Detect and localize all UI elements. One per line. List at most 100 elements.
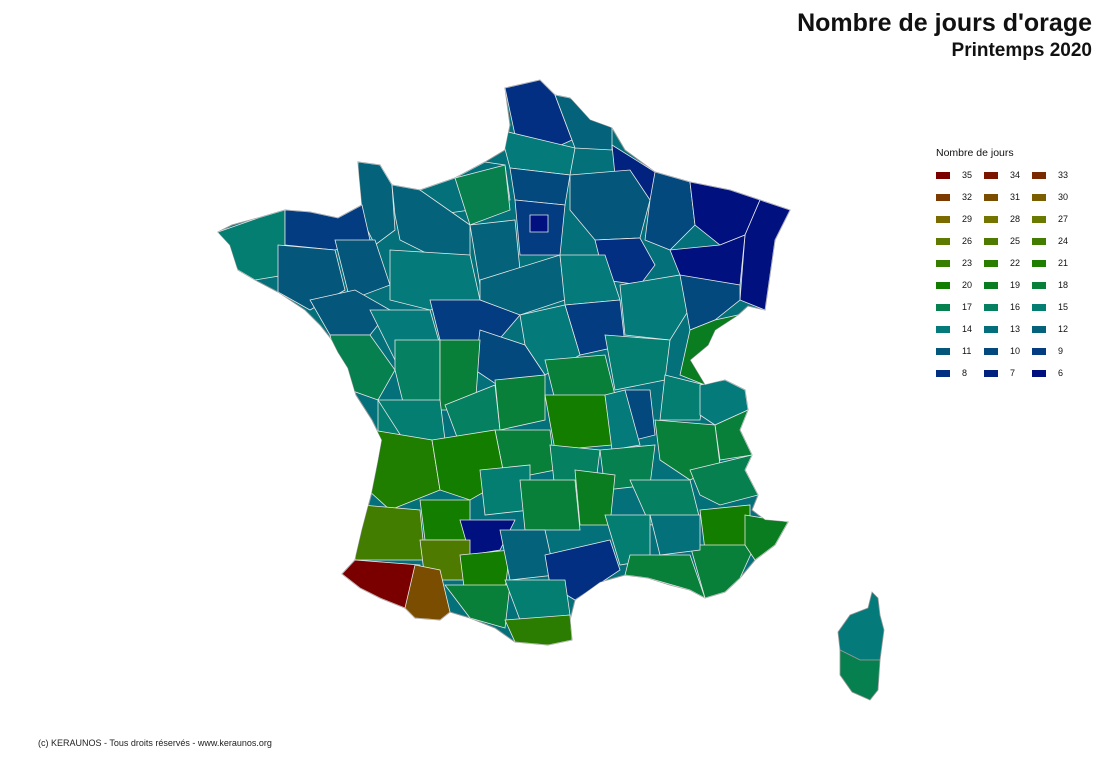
- legend-value: 35: [962, 170, 973, 180]
- legend-grid: 35 34 33 32 31 30 29 28 27 26 25 24 23 22 21 20 19 18 17 16…: [936, 167, 1080, 381]
- legend-swatch: [1032, 347, 1046, 355]
- legend-swatch: [1032, 281, 1046, 289]
- legend-value: 28: [1010, 214, 1021, 224]
- legend-swatch: [936, 237, 950, 245]
- legend-item: 10: [984, 343, 1032, 359]
- legend-item: 21: [1032, 255, 1080, 271]
- legend-swatch: [984, 325, 998, 333]
- legend-value: 23: [962, 258, 973, 268]
- legend-value: 33: [1058, 170, 1069, 180]
- legend-item: 18: [1032, 277, 1080, 293]
- region-finistere: [218, 209, 286, 281]
- legend-item: 30: [1032, 189, 1080, 205]
- legend-swatch: [984, 347, 998, 355]
- corsica-north: [837, 591, 885, 661]
- legend-swatch: [984, 303, 998, 311]
- legend-value: 14: [962, 324, 973, 334]
- legend-item: 28: [984, 211, 1032, 227]
- legend-value: 17: [962, 302, 973, 312]
- region-hautes-alpes: [689, 454, 759, 506]
- map-title-block: Nombre de jours d'orage Printemps 2020: [797, 8, 1092, 64]
- legend-value: 15: [1058, 302, 1069, 312]
- legend-value: 21: [1058, 258, 1069, 268]
- legend-value: 7: [1010, 368, 1016, 378]
- legend-value: 10: [1010, 346, 1021, 356]
- legend-value: 32: [962, 192, 973, 202]
- legend-swatch: [1032, 215, 1046, 223]
- legend-swatch: [984, 171, 998, 179]
- region-haute-saone: [679, 274, 741, 331]
- legend-value: 25: [1010, 236, 1021, 246]
- region-cote-or: [619, 274, 696, 341]
- legend-item: 8: [936, 365, 984, 381]
- region-savoie: [714, 409, 753, 461]
- legend-swatch: [936, 193, 950, 201]
- legend-swatch: [984, 215, 998, 223]
- legend-item: 24: [1032, 233, 1080, 249]
- legend-item: 11: [936, 343, 984, 359]
- legend-value: 11: [962, 346, 972, 356]
- region-landes: [354, 504, 426, 561]
- legend-item: 23: [936, 255, 984, 271]
- region-oise: [509, 167, 571, 206]
- legend-value: 6: [1058, 368, 1064, 378]
- legend-item: 32: [936, 189, 984, 205]
- region-ain: [659, 374, 706, 421]
- legend-swatch: [1032, 171, 1046, 179]
- legend-item: 34: [984, 167, 1032, 183]
- legend-item: 6: [1032, 365, 1080, 381]
- legend-value: 24: [1058, 236, 1069, 246]
- legend-value: 18: [1058, 280, 1069, 290]
- legend-item: 33: [1032, 167, 1080, 183]
- region-alpes-haute-provence: [699, 504, 751, 551]
- legend-value: 30: [1058, 192, 1069, 202]
- legend-item: 29: [936, 211, 984, 227]
- map-title: Nombre de jours d'orage: [797, 9, 1092, 37]
- legend-value: 8: [962, 368, 968, 378]
- legend-item: 17: [936, 299, 984, 315]
- legend-value: 27: [1058, 214, 1069, 224]
- legend-item: 20: [936, 277, 984, 293]
- legend-item: 7: [984, 365, 1032, 381]
- legend-swatch: [1032, 193, 1046, 201]
- region-ariege: [444, 584, 511, 629]
- legend-swatch: [1032, 237, 1046, 245]
- region-cotes-armor: [284, 204, 371, 251]
- legend-swatch: [984, 237, 998, 245]
- legend-item: 27: [1032, 211, 1080, 227]
- legend-item: 13: [984, 321, 1032, 337]
- legend-item: 9: [1032, 343, 1080, 359]
- legend-item: 12: [1032, 321, 1080, 337]
- legend-swatch: [1032, 369, 1046, 377]
- legend-value: 29: [962, 214, 973, 224]
- legend-swatch: [984, 259, 998, 267]
- legend-swatch: [984, 369, 998, 377]
- legend-swatch: [1032, 259, 1046, 267]
- region-ardeche-south: [649, 514, 701, 556]
- legend-item: 35: [936, 167, 984, 183]
- legend-value: 12: [1058, 324, 1069, 334]
- legend-item: 26: [936, 233, 984, 249]
- region-pyrenees-orientales: [504, 614, 573, 645]
- legend-swatch: [1032, 325, 1046, 333]
- region-paris: [529, 214, 549, 233]
- legend-item: 31: [984, 189, 1032, 205]
- region-hautes-pyrenees: [404, 564, 451, 621]
- legend-value: 31: [1010, 192, 1021, 202]
- legend-swatch: [936, 171, 950, 179]
- map-subtitle: Printemps 2020: [951, 40, 1092, 61]
- legend-value: 19: [1010, 280, 1021, 290]
- legend-item: 22: [984, 255, 1032, 271]
- legend-value: 16: [1010, 302, 1021, 312]
- copyright-notice: (c) KERAUNOS - Tous droits réservés - ww…: [38, 738, 272, 748]
- region-pas-de-calais: [554, 94, 613, 151]
- legend-swatch: [1032, 303, 1046, 311]
- legend: Nombre de jours 35 34 33 32 31 30 29 28 27 26 25 24…: [936, 147, 1080, 381]
- region-vaucluse-bouches: [624, 554, 706, 599]
- legend-swatch: [984, 193, 998, 201]
- legend-item: 14: [936, 321, 984, 337]
- legend-swatch: [936, 325, 950, 333]
- legend-swatch: [984, 281, 998, 289]
- corsica-south: [839, 649, 881, 701]
